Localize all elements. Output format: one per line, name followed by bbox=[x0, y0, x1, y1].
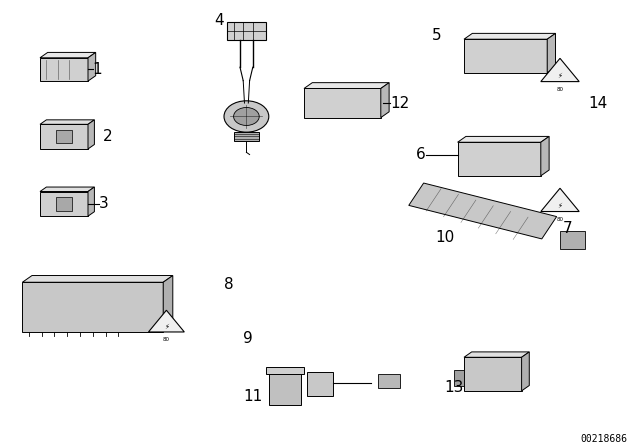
Text: 12: 12 bbox=[390, 95, 410, 111]
Polygon shape bbox=[40, 125, 88, 149]
Polygon shape bbox=[227, 22, 266, 40]
Polygon shape bbox=[40, 120, 95, 125]
Text: 9: 9 bbox=[243, 331, 253, 346]
Polygon shape bbox=[234, 132, 259, 141]
Polygon shape bbox=[56, 197, 72, 211]
Text: ⚡: ⚡ bbox=[164, 324, 169, 330]
Text: 8: 8 bbox=[224, 277, 234, 292]
Text: 7: 7 bbox=[563, 221, 573, 236]
Polygon shape bbox=[522, 352, 529, 391]
Polygon shape bbox=[378, 374, 400, 388]
Polygon shape bbox=[381, 83, 389, 117]
Text: 4: 4 bbox=[214, 13, 224, 28]
Polygon shape bbox=[464, 358, 522, 391]
Text: 14: 14 bbox=[589, 95, 608, 111]
Polygon shape bbox=[163, 276, 173, 332]
Polygon shape bbox=[464, 39, 547, 73]
Polygon shape bbox=[40, 52, 96, 58]
Polygon shape bbox=[148, 310, 184, 332]
Text: 80: 80 bbox=[163, 337, 170, 342]
Polygon shape bbox=[458, 136, 549, 142]
Polygon shape bbox=[304, 83, 389, 89]
Polygon shape bbox=[40, 192, 88, 216]
Text: 00218686: 00218686 bbox=[580, 434, 627, 444]
Polygon shape bbox=[409, 183, 557, 239]
Polygon shape bbox=[269, 374, 301, 405]
Polygon shape bbox=[304, 89, 381, 117]
Polygon shape bbox=[541, 58, 579, 82]
Polygon shape bbox=[560, 231, 586, 249]
Text: 6: 6 bbox=[416, 147, 426, 162]
Polygon shape bbox=[541, 188, 579, 211]
Text: 10: 10 bbox=[435, 230, 454, 245]
Text: ⚡: ⚡ bbox=[557, 73, 563, 79]
Text: 80: 80 bbox=[557, 87, 563, 92]
Text: ⚡: ⚡ bbox=[557, 203, 563, 209]
Polygon shape bbox=[307, 372, 333, 396]
Polygon shape bbox=[454, 370, 464, 386]
Polygon shape bbox=[40, 58, 88, 81]
Polygon shape bbox=[266, 367, 304, 374]
Text: 5: 5 bbox=[432, 28, 442, 43]
Text: 13: 13 bbox=[445, 380, 464, 395]
Polygon shape bbox=[88, 52, 96, 81]
Polygon shape bbox=[22, 276, 173, 282]
Text: 3: 3 bbox=[99, 196, 109, 211]
Polygon shape bbox=[458, 142, 541, 176]
Text: 11: 11 bbox=[243, 389, 262, 404]
Polygon shape bbox=[22, 282, 163, 332]
Text: 80: 80 bbox=[557, 217, 563, 222]
Polygon shape bbox=[88, 120, 95, 149]
Polygon shape bbox=[541, 136, 549, 176]
Polygon shape bbox=[464, 34, 556, 39]
Polygon shape bbox=[40, 187, 95, 192]
Text: 1: 1 bbox=[93, 62, 102, 77]
Text: 2: 2 bbox=[102, 129, 112, 144]
Circle shape bbox=[234, 108, 259, 125]
Polygon shape bbox=[547, 34, 556, 73]
Circle shape bbox=[224, 101, 269, 132]
Polygon shape bbox=[56, 130, 72, 143]
Polygon shape bbox=[88, 187, 95, 216]
Polygon shape bbox=[464, 352, 529, 358]
